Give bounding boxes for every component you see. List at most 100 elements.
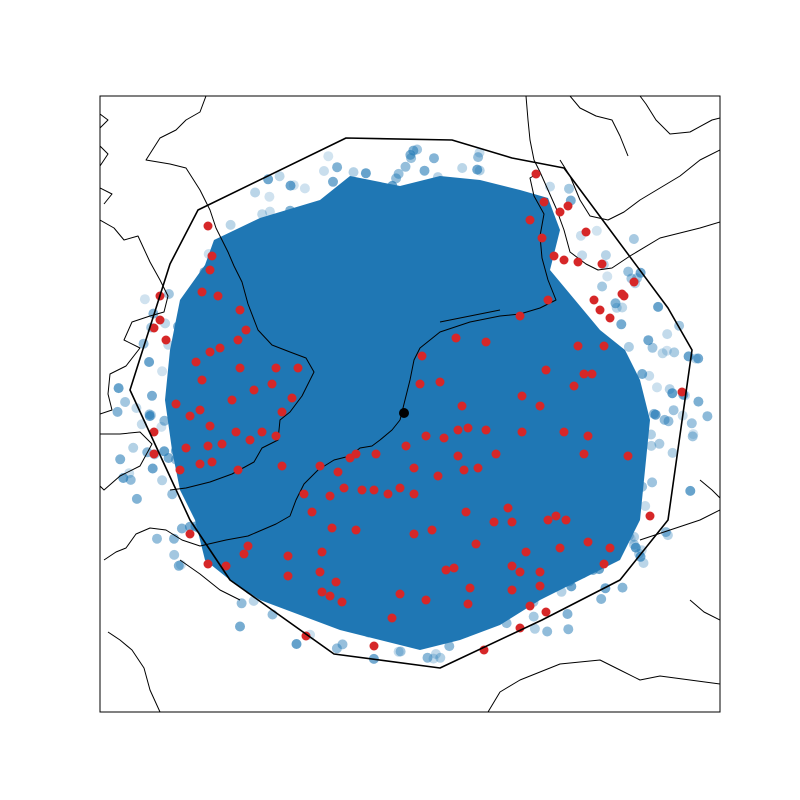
coverage-point [564, 183, 574, 194]
station-marker [463, 423, 473, 433]
station-marker [541, 607, 551, 617]
station-marker [287, 393, 297, 403]
station-marker [581, 227, 591, 237]
station-marker [409, 463, 419, 473]
station-marker [589, 295, 599, 305]
station-markers [149, 169, 687, 655]
station-marker [645, 511, 655, 521]
station-marker [171, 399, 181, 409]
station-marker [433, 471, 443, 481]
station-marker [449, 563, 459, 573]
station-marker [453, 451, 463, 461]
coverage-point [660, 527, 671, 538]
coverage-point [474, 147, 485, 158]
station-marker [235, 363, 245, 373]
station-marker [559, 255, 569, 265]
coverage-point [419, 165, 430, 176]
station-marker [155, 315, 165, 325]
station-marker [457, 401, 467, 411]
coverage-point [144, 409, 155, 420]
station-marker [257, 427, 267, 437]
coverage-point [159, 446, 170, 457]
station-marker [435, 377, 445, 387]
coverage-point [144, 357, 155, 367]
station-marker [315, 461, 325, 471]
coverage-point [600, 250, 611, 261]
station-marker [629, 277, 639, 287]
coverage-point [643, 335, 654, 346]
station-marker [543, 295, 553, 305]
station-marker [421, 431, 431, 441]
coverage-point [528, 611, 539, 622]
coverage-point [395, 646, 406, 657]
coverage-point [250, 187, 261, 198]
station-marker [239, 549, 249, 559]
station-marker [605, 543, 615, 553]
station-marker [561, 515, 571, 525]
station-marker [371, 449, 381, 459]
coverage-point [602, 271, 613, 282]
station-marker [421, 595, 431, 605]
station-marker [217, 439, 227, 449]
station-marker [231, 427, 241, 437]
station-marker [541, 365, 551, 375]
station-marker [583, 537, 593, 547]
coverage-point [652, 382, 662, 393]
station-marker [427, 525, 437, 535]
coverage-point [610, 298, 621, 309]
coverage-point [147, 390, 157, 401]
station-marker [325, 591, 335, 601]
coverage-point [637, 369, 648, 379]
station-marker [243, 541, 253, 551]
coverage-point [542, 626, 553, 637]
station-marker [339, 483, 349, 493]
station-marker [623, 451, 633, 461]
station-marker [227, 395, 237, 405]
station-marker [205, 347, 215, 357]
coverage-point [563, 624, 574, 635]
coverage-point [654, 438, 665, 449]
station-marker [205, 265, 215, 275]
coverage-point [630, 542, 641, 553]
coverage-point [623, 266, 634, 277]
coverage-point [393, 646, 404, 657]
coverage-point [659, 414, 670, 425]
coverage-point [274, 171, 285, 182]
station-marker [299, 489, 309, 499]
station-marker [471, 539, 481, 549]
station-marker [277, 461, 287, 471]
coverage-point [638, 558, 649, 568]
coverage-point [644, 370, 655, 381]
coverage-point [690, 353, 701, 364]
coverage-point [663, 416, 674, 427]
station-marker [415, 379, 425, 389]
coverage-point [617, 582, 628, 593]
coverage-point [669, 347, 680, 358]
station-marker [409, 529, 419, 539]
station-marker [267, 379, 277, 389]
coverage-point [115, 454, 126, 465]
station-marker [503, 503, 513, 513]
coverage-point [291, 639, 302, 649]
coverage-point [225, 219, 236, 230]
station-marker [185, 411, 195, 421]
station-marker [481, 337, 491, 347]
station-marker [531, 169, 541, 179]
station-marker [441, 565, 451, 575]
coverage-point [623, 341, 634, 352]
station-marker [535, 567, 545, 577]
coverage-point [400, 161, 411, 172]
station-marker [283, 551, 293, 561]
coverage-point [157, 366, 168, 377]
station-marker [417, 351, 427, 361]
coverage-point [169, 549, 180, 560]
coverage-point [152, 533, 162, 544]
coverage-point [112, 406, 123, 417]
station-marker [207, 251, 217, 261]
station-marker [605, 313, 615, 323]
coverage-point [332, 162, 343, 173]
station-marker [555, 207, 565, 217]
coverage-point [113, 383, 124, 394]
station-marker [535, 581, 545, 591]
